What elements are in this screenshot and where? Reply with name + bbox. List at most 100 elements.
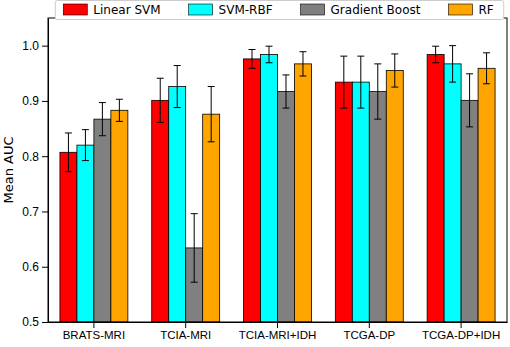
bar	[335, 82, 352, 322]
error-bar	[191, 214, 198, 283]
error-bars	[82, 46, 456, 161]
series	[111, 64, 495, 322]
tick-label: TCIA-MRI+IDH	[239, 329, 317, 341]
error-bars	[116, 52, 490, 142]
tick: TCGA-DP+IDH	[422, 322, 500, 341]
legend-label: RF	[478, 3, 493, 17]
error-bars	[99, 64, 473, 282]
tick: 0.8	[22, 150, 48, 164]
tick-mark	[277, 322, 278, 328]
tick-mark	[461, 322, 462, 328]
tick: TCIA-MRI+IDH	[239, 322, 317, 341]
legend: Linear SVM SVM-RBF Gradient Boost RF	[55, 1, 503, 20]
tick: BRATS-MRI	[63, 322, 125, 341]
legend-swatch	[189, 4, 213, 15]
error-bar	[299, 52, 306, 76]
bar	[369, 92, 386, 322]
error-bar	[282, 75, 289, 108]
tick-mark	[369, 322, 370, 328]
tick-label: TCGA-DP	[343, 329, 395, 341]
legend-item: SVM-RBF	[189, 3, 273, 17]
tick-mark	[42, 211, 48, 212]
legend-label: SVM-RBF	[219, 3, 273, 17]
tick: 0.5	[22, 315, 48, 329]
tick-label: 0.5	[22, 315, 39, 329]
tick: 0.9	[22, 94, 48, 108]
legend-label: Gradient Boost	[331, 3, 421, 17]
plot-frame	[48, 18, 507, 322]
bar	[203, 114, 220, 322]
legend-label: Linear SVM	[93, 3, 160, 17]
error-bar	[82, 130, 89, 161]
bar	[77, 145, 94, 322]
tick: TCGA-DP	[343, 322, 395, 341]
bar	[478, 68, 495, 322]
tick-mark	[42, 322, 48, 323]
bar	[427, 54, 444, 322]
error-bar	[208, 87, 215, 142]
tick: 0.7	[22, 205, 48, 219]
error-bar	[266, 46, 273, 63]
tick-mark	[42, 101, 48, 102]
error-bar	[483, 53, 490, 84]
tick-label: 0.8	[22, 150, 39, 164]
tick-mark	[42, 267, 48, 268]
bar	[60, 152, 77, 322]
bar	[294, 64, 311, 322]
tick-label: 0.9	[22, 94, 39, 108]
error-bar	[374, 64, 381, 119]
bar	[386, 71, 403, 322]
error-bar	[391, 54, 398, 87]
tick-mark	[185, 322, 186, 328]
error-bar	[340, 56, 347, 108]
tick-mark	[42, 156, 48, 157]
y-axis: 0.5 0.6 0.7 0.8 0.9 1.0	[22, 19, 48, 330]
error-bar	[99, 103, 106, 136]
error-bar	[174, 66, 181, 108]
chart: 0.5 0.6 0.7 0.8 0.9 1.0 BRATS-MRI TCIA-MRI TCIA-…	[0, 0, 510, 347]
bar	[94, 119, 111, 322]
tick: 1.0	[22, 39, 48, 53]
tick-mark	[93, 322, 94, 328]
legend-item: RF	[448, 3, 493, 17]
series	[94, 92, 478, 322]
error-bar	[357, 56, 364, 108]
bar	[444, 64, 461, 322]
tick-label: 1.0	[22, 39, 39, 53]
legend-box	[55, 1, 503, 20]
bar	[152, 100, 169, 322]
tick: 0.6	[22, 260, 48, 274]
tick: TCIA-MRI	[160, 322, 211, 341]
error-bars	[65, 46, 439, 171]
bar	[352, 82, 369, 322]
bar	[461, 100, 478, 322]
tick-label: 0.7	[22, 205, 39, 219]
error-bar	[249, 50, 256, 69]
tick-label: TCIA-MRI	[160, 329, 211, 341]
legend-swatch	[448, 4, 472, 15]
tick-label: TCGA-DP+IDH	[422, 329, 500, 341]
tick-label: 0.6	[22, 260, 39, 274]
legend-swatch	[63, 4, 87, 15]
tick-mark	[42, 46, 48, 47]
error-bar	[116, 99, 123, 121]
bars	[60, 46, 495, 322]
error-bar	[449, 46, 456, 82]
error-bar	[432, 46, 439, 63]
tick-label: BRATS-MRI	[63, 329, 125, 341]
x-axis: BRATS-MRI TCIA-MRI TCIA-MRI+IDH TCGA-DP TCGA…	[49, 322, 508, 341]
error-bar	[466, 74, 473, 127]
series	[60, 54, 444, 322]
error-bar	[65, 133, 72, 172]
error-bar	[157, 78, 164, 122]
legend-item: Gradient Boost	[301, 3, 421, 17]
axis-title: Mean AUC	[1, 136, 16, 203]
plot: 0.5 0.6 0.7 0.8 0.9 1.0 BRATS-MRI TCIA-MRI TCIA-…	[22, 18, 507, 341]
legend-swatch	[301, 4, 325, 15]
series	[77, 54, 461, 322]
legend-item: Linear SVM	[63, 3, 160, 17]
bar	[261, 54, 278, 322]
bar	[111, 110, 128, 322]
bar	[244, 59, 261, 322]
bar	[278, 92, 295, 322]
